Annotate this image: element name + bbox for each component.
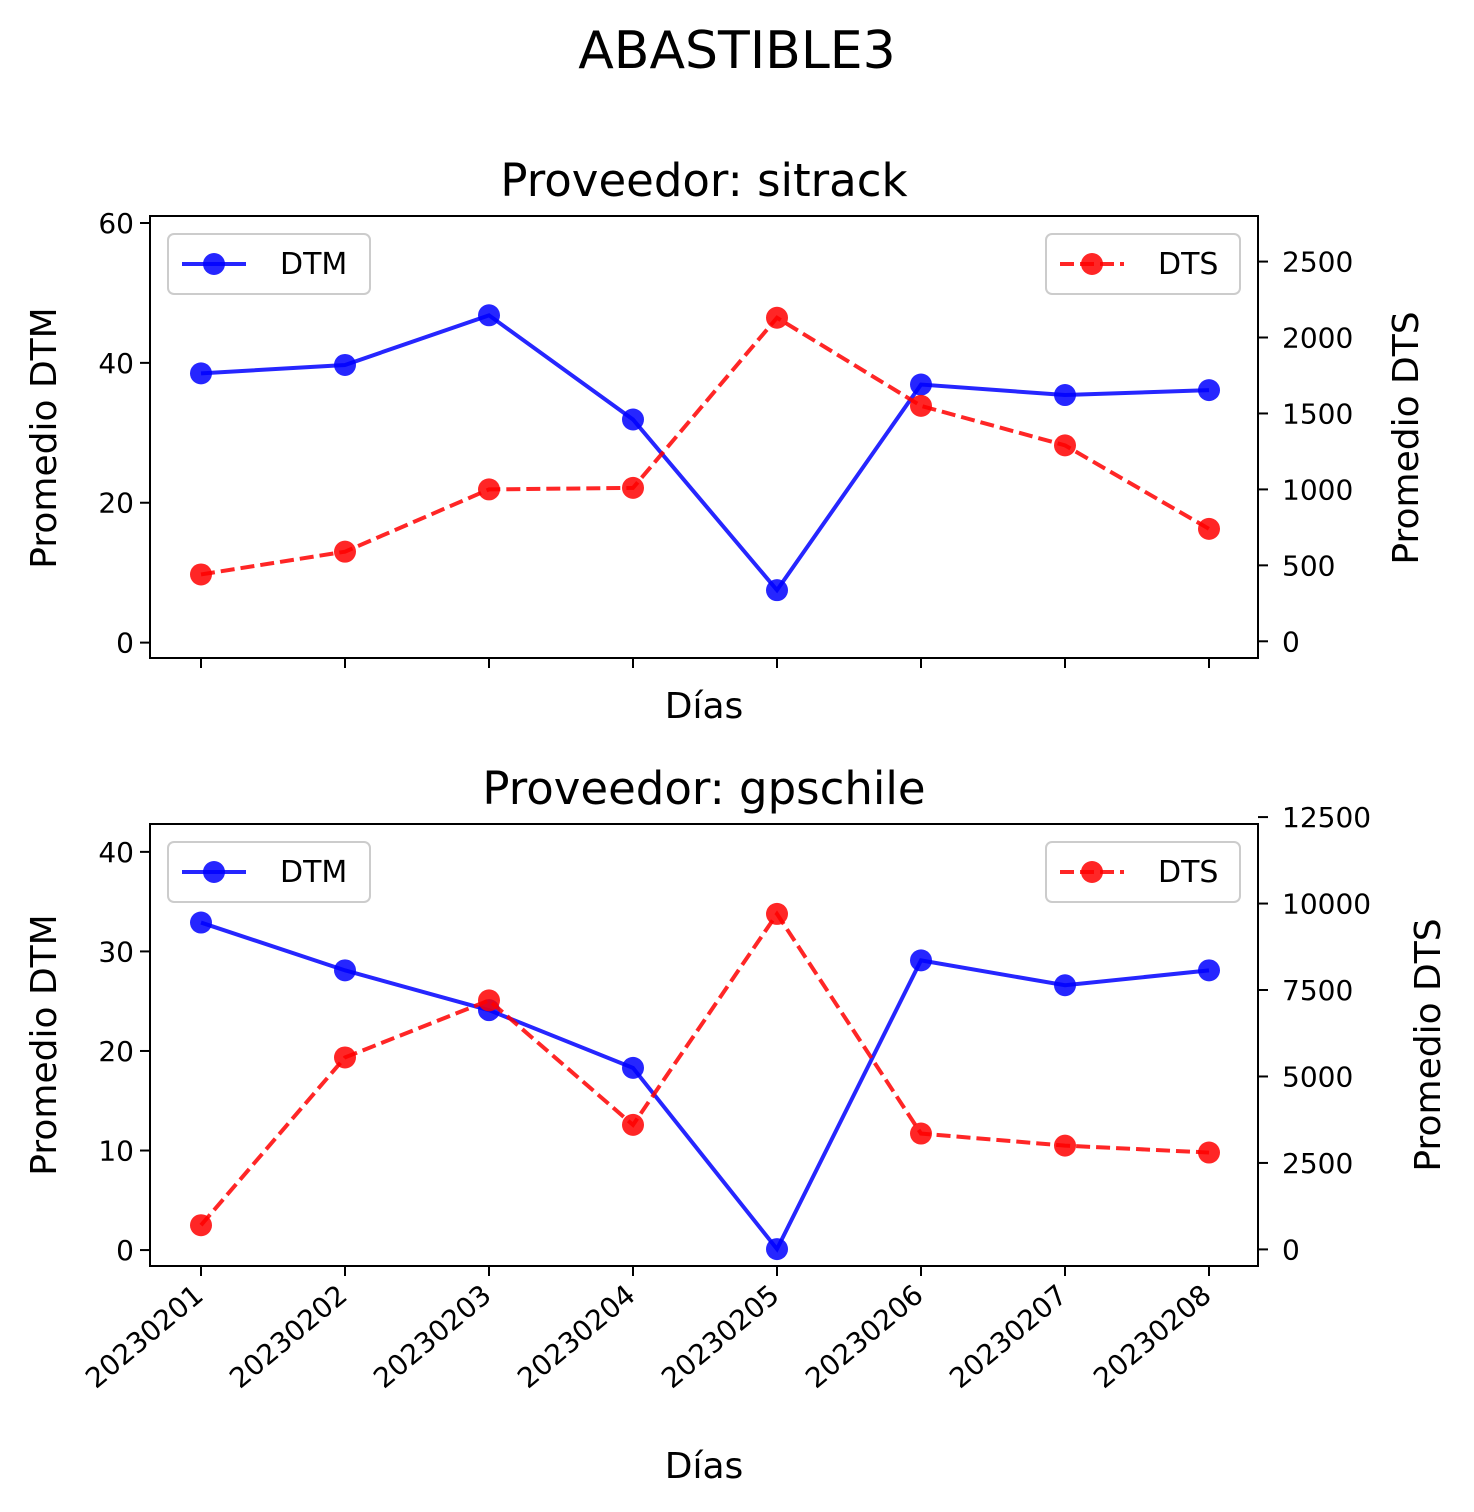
y-right-tick-label: 0 [1282,625,1300,658]
y-left-tick-label: 10 [98,1135,134,1168]
data-point-dtm [334,353,356,376]
data-point-dtm [1198,959,1220,982]
data-point-dts [334,540,356,563]
data-point-dtm [910,373,932,396]
legend-dtm: DTM [167,841,371,903]
y-left-tick-label: 40 [98,836,134,869]
y-left-axis-label: Promedio DTM [24,914,65,1175]
legend-dts-marker [1081,253,1103,275]
legend-dts: DTS [1045,233,1241,295]
data-point-dts [334,1046,356,1069]
data-point-dts [190,563,212,586]
series-line-dtm [200,920,1210,1253]
data-point-dts [622,476,644,499]
y-left-tick-label: 0 [116,1234,134,1267]
data-point-dtm [1198,379,1220,402]
data-point-dtm [1054,974,1076,997]
data-point-dts [1054,434,1076,457]
data-point-dts [1198,517,1220,540]
y-right-tick-label: 2500 [1282,246,1353,279]
data-point-dts [1198,1141,1220,1164]
data-point-dts [478,478,500,501]
y-right-tick-label: 5000 [1282,1060,1353,1093]
legend-dtm-marker [203,253,225,275]
x-axis-label: Días [665,686,744,727]
legend-dts-label: DTS [1158,247,1218,282]
y-left-tick-label: 30 [98,935,134,968]
y-right-tick-label: 1500 [1282,397,1353,430]
data-point-dtm [766,579,788,602]
series-line-dts [199,910,1210,1227]
y-left-tick-label: 40 [98,347,134,380]
data-point-dts [478,989,500,1012]
data-point-dts [766,902,788,925]
data-point-dts [622,1113,644,1136]
series-line-dtm [200,313,1210,594]
data-point-dtm [190,911,212,934]
legend-dtm-label: DTM [280,247,347,282]
data-point-dts [910,1122,932,1145]
figure-suptitle: ABASTIBLE3 [578,21,896,81]
y-right-tick-label: 2500 [1282,1147,1353,1180]
subplot-sitrack: Proveedor: sitrack 0 20 40 60 0 500 1000 1500 200… [24,154,1427,727]
y-right-tick-label: 12500 [1282,801,1371,834]
y-right-tick-label: 1000 [1282,473,1353,506]
data-point-dts [1054,1134,1076,1157]
subplot-title: Proveedor: sitrack [500,154,907,207]
y-left-tick-label: 0 [116,627,134,660]
data-point-dtm [910,949,932,972]
plot-area-frame [149,215,1259,659]
data-point-dtm [766,1238,788,1261]
legend-dts-frame [1045,841,1241,903]
legend-dtm-frame [167,233,371,295]
plot-area-frame [149,823,1259,1267]
y-right-axis-label: Promedio DTS [1386,311,1427,564]
y-right-tick-label: 7500 [1282,974,1353,1007]
y-right-axis-label: Promedio DTS [1408,918,1449,1171]
data-point-dtm [622,408,644,431]
data-point-dts [190,1214,212,1237]
y-right-tick-label: 0 [1282,1233,1300,1266]
data-point-dtm [622,1056,644,1079]
legend-dtm-label: DTM [280,855,347,890]
legend-dts-label: DTS [1158,855,1218,890]
subplot-title: Proveedor: gpschile [482,762,925,815]
y-left-tick-label: 20 [98,487,134,520]
data-point-dtm [334,959,356,982]
series-line-dts [200,315,1211,577]
y-left-tick-label: 20 [98,1035,134,1068]
y-left-axis-label: Promedio DTM [24,307,65,568]
y-left-tick-label: 60 [98,207,134,240]
y-right-tick-label: 10000 [1282,888,1371,921]
data-point-dtm [1054,384,1076,407]
legend-dts: DTS [1045,841,1241,903]
legend-dtm-marker [203,861,225,883]
data-point-dtm [190,362,212,385]
legend-dts-frame [1045,233,1241,295]
y-right-tick-label: 500 [1282,549,1335,582]
legend-dtm-frame [167,841,371,903]
legend-dtm: DTM [167,233,371,295]
x-axis-label: Días [665,1446,744,1487]
y-right-tick-label: 2000 [1282,322,1353,355]
data-point-dts [766,306,788,329]
data-point-dts [910,394,932,417]
legend-dts-marker [1081,861,1103,883]
data-point-dtm [478,304,500,327]
